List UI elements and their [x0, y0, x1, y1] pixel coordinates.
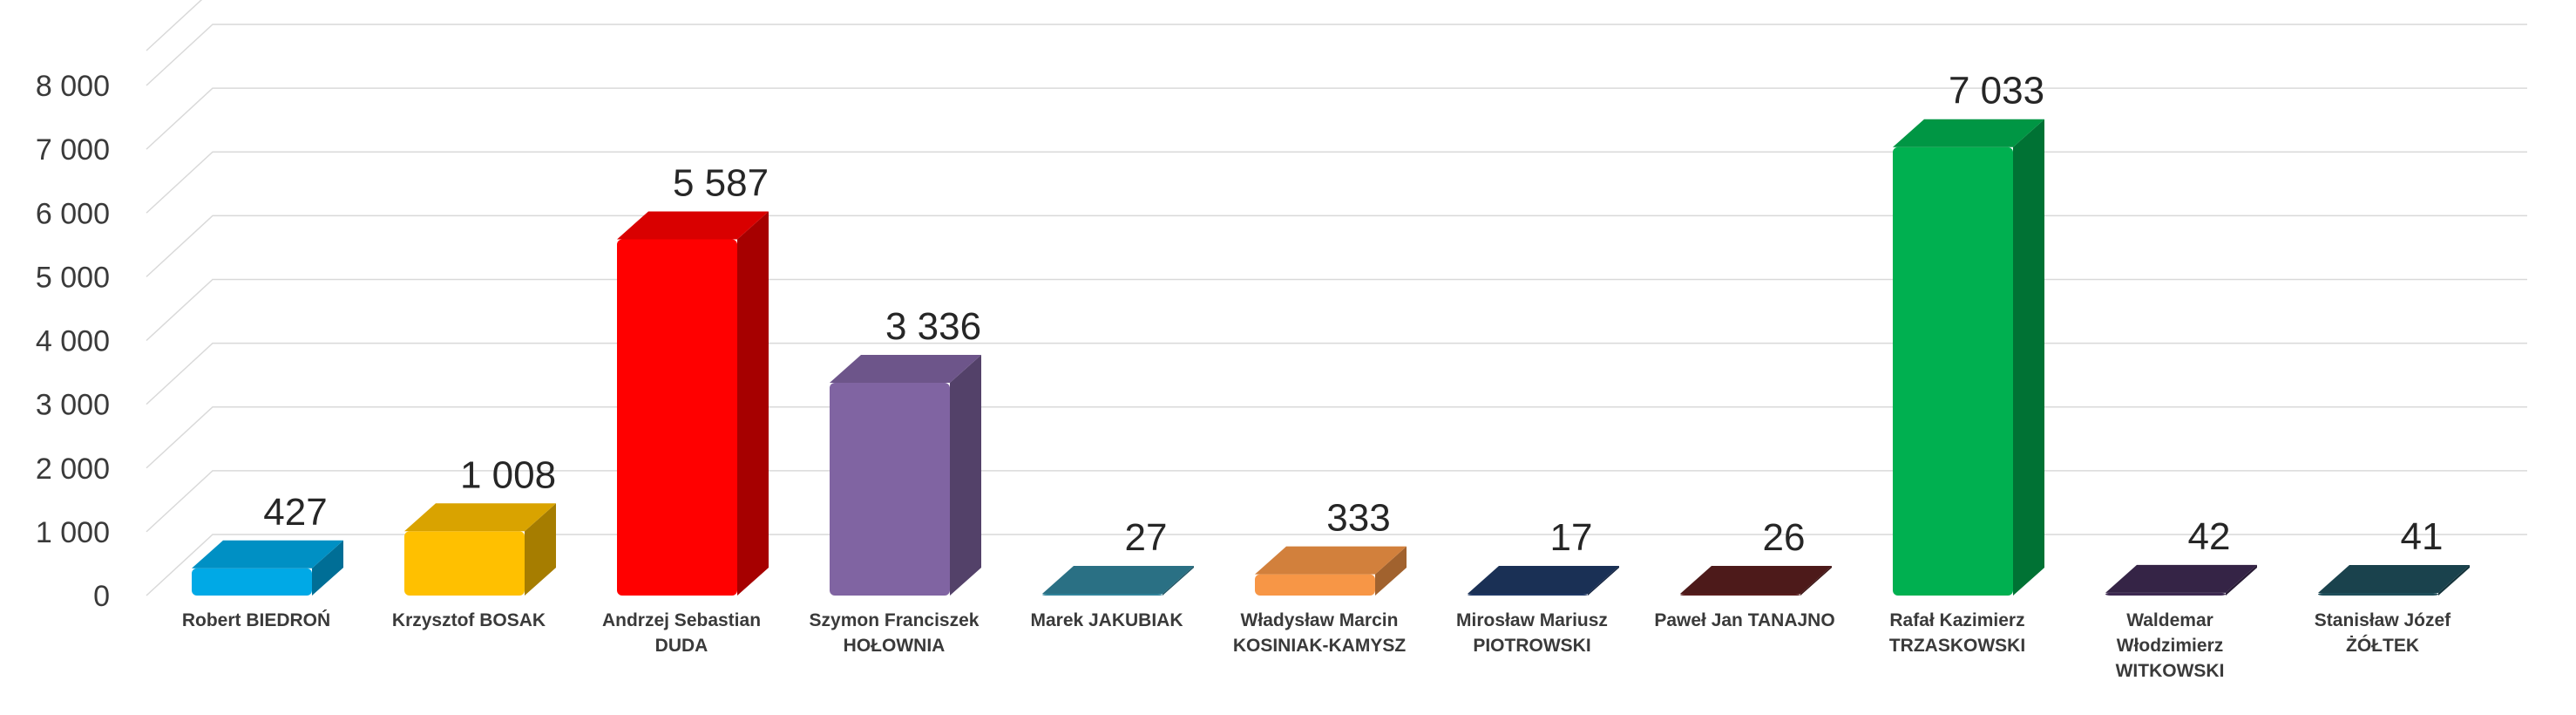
- bar-front-face: [1680, 594, 1800, 596]
- category-label: Robert BIEDROŃ: [182, 610, 330, 630]
- data-label: 427: [263, 491, 327, 534]
- bar-top-face: [830, 355, 981, 384]
- gridlines: [146, 0, 2527, 596]
- bar-side-face: [1588, 566, 1619, 596]
- y-tick-label: 0: [93, 580, 110, 613]
- gridline: [146, 342, 2527, 405]
- x-axis-labels: Robert BIEDROŃ Krzysztof BOSAK Andrzej Seb…: [182, 610, 2451, 681]
- data-label: 7 033: [1949, 70, 2044, 112]
- bar-front-face: [404, 531, 525, 596]
- bar-front-face: [2318, 593, 2438, 596]
- bar-side-face: [2013, 119, 2044, 596]
- y-tick-label: 8 000: [36, 70, 110, 103]
- data-label: 27: [1125, 516, 1168, 559]
- data-label: 17: [1550, 516, 1593, 559]
- data-label: 41: [2401, 515, 2444, 558]
- bar-top-face: [1042, 566, 1194, 594]
- bar-top-face: [404, 503, 556, 532]
- bar-top-face: [2318, 565, 2470, 594]
- bars: [192, 119, 2470, 596]
- bar-front-face: [1893, 146, 2013, 596]
- data-label: 26: [1763, 516, 1806, 559]
- bar-side-face: [950, 355, 981, 596]
- bar-top-face: [1680, 566, 1832, 594]
- bar-top-face: [2105, 564, 2257, 593]
- data-label: 42: [2188, 515, 2231, 558]
- category-label: Rafał Kazimierz TRZASKOWSKI: [1889, 610, 2025, 656]
- bar: [1893, 119, 2044, 596]
- category-label: Władysław Marcin KOSINIAK-KAMYSZ: [1233, 610, 1407, 656]
- bar-side-face: [737, 211, 769, 596]
- bar-front-face: [1468, 594, 1588, 596]
- gridline: [146, 151, 2527, 214]
- bar: [192, 540, 343, 596]
- bar-top-face: [1255, 546, 1407, 575]
- bar: [1042, 566, 1194, 596]
- bar-side-face: [1800, 566, 1832, 596]
- bar: [1468, 566, 1619, 596]
- bar-front-face: [830, 383, 950, 596]
- bar: [404, 503, 556, 596]
- category-label: Andrzej Sebastian DUDA: [602, 610, 761, 656]
- bar-side-face: [525, 503, 556, 596]
- y-tick-label: 6 000: [36, 197, 110, 230]
- gridline: [146, 470, 2527, 533]
- y-tick-label: 2 000: [36, 453, 110, 486]
- bar-side-face: [312, 540, 343, 596]
- bar: [1680, 566, 1832, 596]
- data-label: 333: [1326, 497, 1390, 540]
- gridline: [146, 534, 2527, 596]
- bar-side-face: [1375, 546, 1407, 596]
- bar-front-face: [1255, 574, 1375, 596]
- bar: [830, 355, 981, 596]
- gridline: [146, 406, 2527, 469]
- data-labels: 427 1 008 5 587 3 336 27 333 17 26 7 033 42 41: [263, 70, 2443, 559]
- data-label: 3 336: [885, 305, 981, 348]
- gridline: [146, 24, 2527, 86]
- bar-top-face: [1893, 119, 2044, 147]
- category-label: Mirosław Mariusz PIOTROWSKI: [1456, 610, 1608, 656]
- bar-top-face: [1468, 566, 1619, 594]
- bar-front-face: [617, 239, 737, 596]
- category-label: Stanisław Józef ŻÓŁTEK: [2315, 610, 2451, 656]
- bar: [617, 211, 769, 596]
- category-label: Szymon Franciszek HOŁOWNIA: [810, 610, 980, 656]
- category-label: Paweł Jan TANAJNO: [1654, 610, 1834, 630]
- bar: [2105, 564, 2257, 596]
- y-axis-ticks: 0 1 000 2 000 3 000 4 000 5 000 6 000 7 000 8 00…: [36, 70, 110, 613]
- bar-top-face: [617, 211, 769, 240]
- bar-front-face: [2105, 592, 2226, 596]
- bar-front-face: [1042, 594, 1163, 596]
- y-tick-label: 3 000: [36, 389, 110, 422]
- y-tick-label: 4 000: [36, 325, 110, 358]
- data-label: 5 587: [673, 161, 769, 204]
- gridline: [146, 278, 2527, 342]
- gridline: [146, 87, 2527, 150]
- y-tick-label: 7 000: [36, 133, 110, 167]
- category-label: Waldemar Włodzimierz WITKOWSKI: [2116, 610, 2225, 681]
- bar-side-face: [1163, 566, 1194, 596]
- bar: [2318, 565, 2470, 596]
- y-tick-label: 5 000: [36, 261, 110, 294]
- gridline: [146, 214, 2527, 277]
- gridline: [146, 0, 203, 51]
- y-tick-label: 1 000: [36, 516, 110, 549]
- bar-side-face: [2226, 564, 2257, 596]
- bar-front-face: [192, 568, 312, 596]
- data-label: 1 008: [460, 453, 556, 496]
- category-label: Krzysztof BOSAK: [392, 610, 546, 630]
- bar: [1255, 546, 1407, 596]
- category-label: Marek JAKUBIAK: [1030, 610, 1183, 630]
- bar-side-face: [2438, 565, 2470, 596]
- bar-top-face: [192, 540, 343, 569]
